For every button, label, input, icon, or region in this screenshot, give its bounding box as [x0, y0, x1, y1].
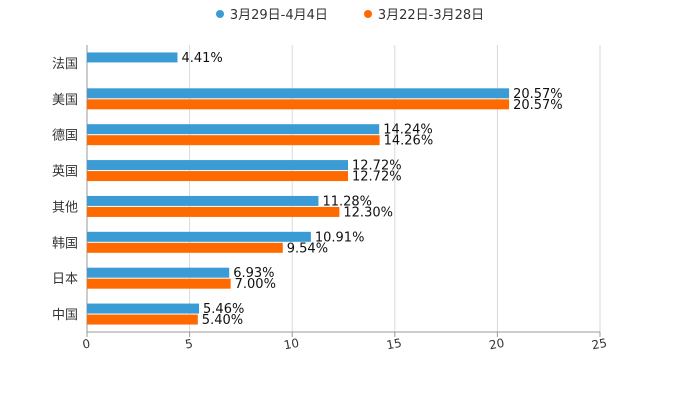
category-label-5: 韩国 [52, 236, 78, 251]
category-label-1: 美国 [52, 93, 78, 108]
data-label-s1-1: 20.57% [513, 87, 563, 102]
x-tick-label-0: 0 [81, 337, 91, 352]
data-label-s1-4: 11.28% [322, 194, 372, 209]
data-label-s1-6: 6.93% [233, 266, 274, 281]
bar-s1-7 [87, 303, 200, 314]
legend-label-series-1: 3月29日-4月4日 [229, 8, 328, 23]
legend-swatch-series-2 [363, 9, 372, 18]
legend-swatch-series-1 [215, 9, 224, 18]
bar-s2-1 [87, 99, 510, 110]
category-label-7: 中国 [52, 308, 78, 323]
legend-label-series-2: 3月22日-3月28日 [377, 8, 485, 23]
legend-item-series-2[interactable]: 3月22日-3月28日 [363, 4, 485, 23]
bar-s2-5 [87, 242, 283, 253]
bar-s2-2 [87, 135, 380, 146]
x-tick-label-25: 25 [591, 336, 608, 352]
x-tick-label-5: 5 [184, 337, 194, 352]
bar-s1-4 [87, 195, 319, 206]
category-label-6: 日本 [52, 272, 78, 287]
category-label-3: 英国 [52, 165, 78, 180]
data-label-s2-2: 14.26% [384, 134, 434, 149]
data-label-s2-7: 5.40% [202, 313, 243, 328]
data-label-s2-6: 7.00% [235, 277, 276, 292]
bar-s2-7 [87, 314, 198, 325]
bar-s2-6 [87, 278, 231, 289]
bar-s2-4 [87, 206, 340, 217]
x-tick-label-10: 10 [283, 336, 300, 352]
category-label-0: 法国 [52, 57, 78, 72]
x-tick-label-20: 20 [488, 336, 505, 352]
bar-s1-2 [87, 124, 380, 135]
category-label-4: 其他 [52, 200, 78, 215]
data-label-s1-7: 5.46% [203, 302, 244, 317]
bar-s2-3 [87, 171, 349, 182]
data-label-s1-2: 14.24% [383, 123, 433, 138]
data-label-s2-3: 12.72% [352, 170, 402, 185]
data-label-s1-0: 4.41% [181, 51, 222, 66]
data-label-s2-1: 20.57% [513, 98, 563, 113]
legend-item-series-1[interactable]: 3月29日-4月4日 [215, 4, 328, 23]
bar-s1-1 [87, 88, 510, 99]
data-label-s1-5: 10.91% [315, 230, 365, 245]
data-label-s2-4: 12.30% [343, 205, 393, 220]
data-label-s1-3: 12.72% [352, 159, 402, 174]
bar-s1-6 [87, 267, 230, 278]
bar-s1-3 [87, 160, 349, 171]
bar-s1-0 [87, 52, 178, 63]
bar-s1-5 [87, 231, 311, 242]
data-label-s2-5: 9.54% [287, 241, 328, 256]
x-tick-label-15: 15 [385, 336, 402, 352]
category-label-2: 德国 [52, 129, 78, 144]
legend: 3月29日-4月4日 3月22日-3月28日 [0, 4, 700, 23]
